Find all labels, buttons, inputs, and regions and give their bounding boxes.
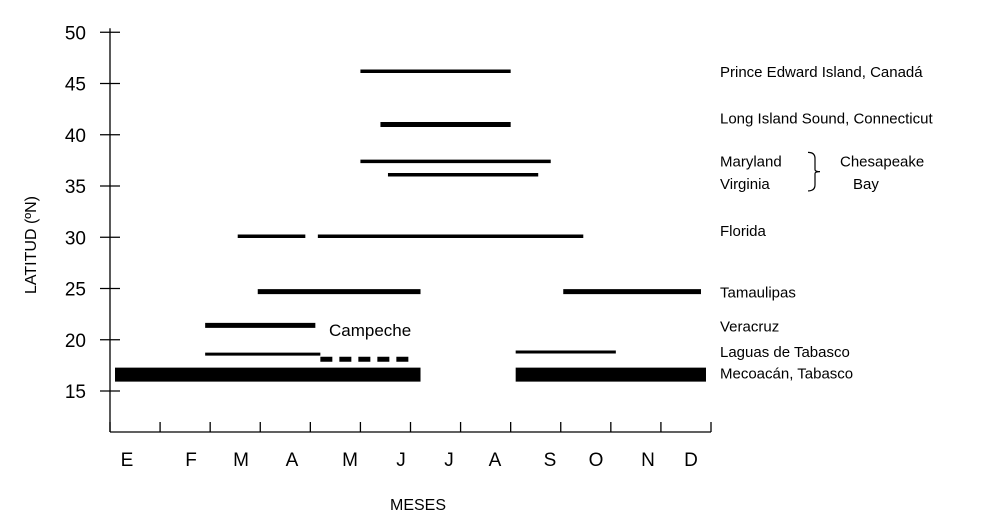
month-label: A bbox=[489, 450, 502, 471]
bay-label-bay: Bay bbox=[853, 176, 879, 193]
bars-group bbox=[115, 69, 706, 382]
month-label: J bbox=[396, 450, 406, 471]
y-tick-label: 30 bbox=[65, 228, 86, 249]
month-label: S bbox=[544, 450, 557, 471]
month-label: E bbox=[121, 450, 134, 471]
month-label: O bbox=[589, 450, 604, 471]
y-tick-label: 15 bbox=[65, 382, 86, 403]
month-label: N bbox=[641, 450, 655, 471]
month-label: F bbox=[185, 450, 197, 471]
month-label: D bbox=[684, 450, 698, 471]
site-label-fl: Florida bbox=[720, 223, 767, 240]
site-label-md: Maryland bbox=[720, 153, 782, 170]
site-label-mec: Mecoacán, Tabasco bbox=[720, 366, 853, 383]
site-label-lag: Laguas de Tabasco bbox=[720, 344, 850, 361]
labels-group: Prince Edward Island, Canadá Long Island … bbox=[329, 64, 933, 382]
y-tick-label: 50 bbox=[65, 23, 86, 44]
month-label: A bbox=[286, 450, 299, 471]
campeche-annotation: Campeche bbox=[329, 321, 411, 340]
y-axis-title: LATITUD (ºN) bbox=[23, 196, 40, 294]
month-label: J bbox=[444, 450, 454, 471]
axes-group: 15 20 25 30 35 40 45 50 E F M A M J J A S O N D bbox=[65, 23, 712, 471]
site-label-lis: Long Island Sound, Connecticut bbox=[720, 110, 933, 127]
site-label-va: Virginia bbox=[720, 176, 770, 193]
bay-label-chesapeake: Chesapeake bbox=[840, 153, 924, 170]
site-label-ver: Veracruz bbox=[720, 318, 779, 335]
y-tick-label: 40 bbox=[65, 126, 86, 147]
y-tick-label: 45 bbox=[65, 75, 86, 96]
month-label: M bbox=[342, 450, 358, 471]
x-axis-title: MESES bbox=[390, 497, 446, 514]
site-label-pei: Prince Edward Island, Canadá bbox=[720, 64, 923, 81]
y-tick-label: 20 bbox=[65, 331, 86, 352]
y-tick-label: 35 bbox=[65, 177, 86, 198]
site-label-tam: Tamaulipas bbox=[720, 285, 796, 302]
month-label: M bbox=[233, 450, 249, 471]
brace bbox=[807, 151, 821, 192]
y-tick-label: 25 bbox=[65, 280, 86, 301]
